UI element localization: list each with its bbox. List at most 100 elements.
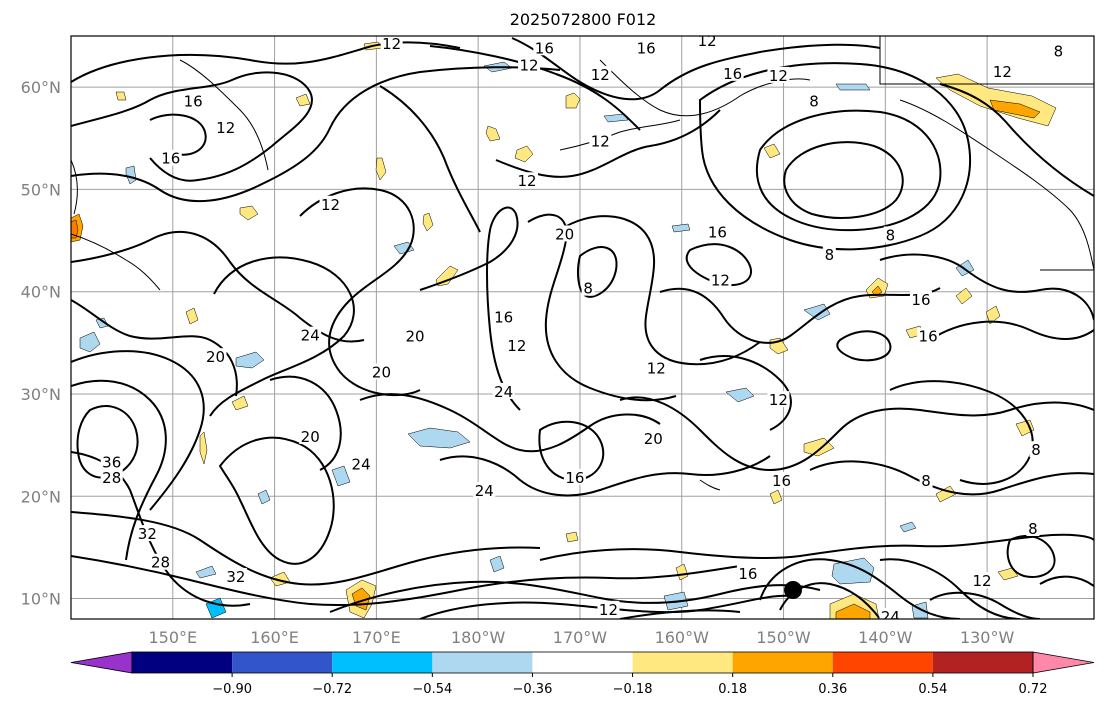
contour-line bbox=[783, 141, 904, 219]
shade-patch bbox=[331, 465, 351, 487]
contour-line bbox=[759, 558, 961, 619]
contour-label: 20 bbox=[301, 428, 320, 446]
longitude-label: 150°E bbox=[148, 628, 197, 647]
contour-line bbox=[889, 380, 1034, 485]
shade-patch bbox=[195, 565, 217, 579]
shade-patch bbox=[835, 83, 871, 91]
shade-patch bbox=[565, 92, 581, 109]
shade-patch bbox=[199, 431, 208, 465]
contour-label: 20 bbox=[206, 348, 225, 366]
contour-label-bg bbox=[1051, 42, 1065, 59]
contour-line bbox=[879, 558, 1021, 619]
shade-patch bbox=[763, 143, 781, 159]
contour-label: 36 bbox=[102, 454, 121, 472]
contour-label-bg bbox=[299, 427, 322, 444]
colorbar-tick-label: 0.18 bbox=[718, 682, 747, 697]
contour-line bbox=[699, 355, 792, 431]
contour-label-bg bbox=[706, 223, 729, 240]
contour-label: 20 bbox=[372, 364, 391, 382]
latitude-label: 40°N bbox=[21, 283, 61, 302]
contour-label-bg bbox=[492, 382, 515, 399]
contour-line bbox=[577, 246, 618, 298]
colorbar-tick-label: −0.18 bbox=[613, 682, 653, 697]
contour-line bbox=[71, 71, 313, 182]
contour-label: 8 bbox=[583, 280, 593, 298]
contour-line bbox=[685, 243, 753, 287]
contour-label-bg bbox=[518, 56, 541, 73]
contour-label-bg bbox=[182, 92, 205, 109]
contour-label: 16 bbox=[494, 308, 513, 326]
contour-label-bg bbox=[1026, 519, 1040, 536]
contour-label: 8 bbox=[809, 92, 819, 110]
shade-patch bbox=[239, 205, 259, 221]
contour-label: 16 bbox=[919, 328, 938, 346]
longitude-label: 160°E bbox=[250, 628, 299, 647]
contour-label-bg bbox=[380, 36, 403, 52]
longitude-label: 180°W bbox=[451, 628, 506, 647]
contour-label: 12 bbox=[216, 119, 235, 137]
shade-patch bbox=[955, 287, 973, 305]
contour-label-bg bbox=[709, 271, 732, 288]
contour-label-bg bbox=[214, 119, 237, 136]
contour-label: 8 bbox=[1028, 520, 1038, 538]
contour-label-bg bbox=[404, 327, 427, 344]
contour-label: 24 bbox=[301, 327, 320, 345]
contour-label-bg bbox=[100, 468, 123, 485]
contour-label-bg bbox=[721, 64, 744, 81]
colorbar-tick-label: −0.36 bbox=[513, 682, 553, 697]
contour-line bbox=[71, 66, 561, 203]
contour-label-bg bbox=[473, 482, 496, 499]
colorbar-segment bbox=[232, 652, 333, 673]
shade-patch bbox=[831, 557, 875, 585]
contour-line bbox=[755, 109, 942, 232]
shade-patch bbox=[125, 165, 137, 185]
contour-label-bg bbox=[149, 553, 172, 570]
contour-label: 24 bbox=[494, 383, 513, 401]
contour-label: 16 bbox=[535, 39, 554, 57]
contour-label-bg bbox=[909, 290, 932, 307]
contour-label-bg bbox=[581, 279, 595, 296]
contour-label: 16 bbox=[911, 291, 930, 309]
shade-patch bbox=[235, 351, 265, 369]
longitude-label: 150°W bbox=[756, 628, 811, 647]
center-marker bbox=[784, 581, 802, 599]
contour-label: 16 bbox=[637, 39, 656, 57]
contour-label-bg bbox=[642, 429, 665, 446]
contour-line bbox=[71, 350, 205, 511]
contour-line bbox=[71, 555, 741, 607]
contour-line bbox=[619, 609, 741, 619]
longitude-label: 140°W bbox=[858, 628, 913, 647]
contour-label-bg bbox=[370, 363, 393, 380]
contour-line bbox=[559, 215, 761, 366]
contour-label: 16 bbox=[161, 150, 180, 168]
shade-patch bbox=[79, 331, 101, 353]
contour-label-bg bbox=[299, 326, 322, 343]
contour-label-bg bbox=[807, 92, 821, 109]
contour-label-bg bbox=[589, 132, 612, 149]
latitude-label: 60°N bbox=[21, 78, 61, 97]
shade-patch bbox=[295, 93, 311, 107]
shade-patch bbox=[671, 223, 691, 233]
longitude-labels: 150°E 160°E 170°E 180°W 170°W 160°W 150°W 140°W… bbox=[148, 628, 1014, 647]
shade-patch bbox=[997, 567, 1019, 581]
contour-label-bg bbox=[563, 468, 586, 485]
contour-label: 32 bbox=[138, 525, 157, 543]
contour-line bbox=[419, 206, 521, 411]
contour-label-bg bbox=[645, 359, 668, 376]
contour-line bbox=[71, 299, 238, 397]
shade-patch bbox=[71, 219, 79, 239]
contour-label: 12 bbox=[972, 572, 991, 590]
contour-line bbox=[698, 62, 971, 251]
contour-label: 12 bbox=[591, 66, 610, 84]
colorbar: −0.90 −0.72 −0.54 −0.36 −0.18 0.18 0.36 0.54 0.7… bbox=[70, 651, 1095, 697]
shade-patch bbox=[393, 241, 415, 255]
contour-label: 8 bbox=[921, 472, 931, 490]
longitude-label: 130°W bbox=[960, 628, 1015, 647]
contour-line bbox=[511, 37, 881, 101]
contour-label-bg bbox=[917, 327, 940, 344]
contour-label-bg bbox=[505, 336, 528, 353]
contour-label: 8 bbox=[1031, 441, 1041, 459]
